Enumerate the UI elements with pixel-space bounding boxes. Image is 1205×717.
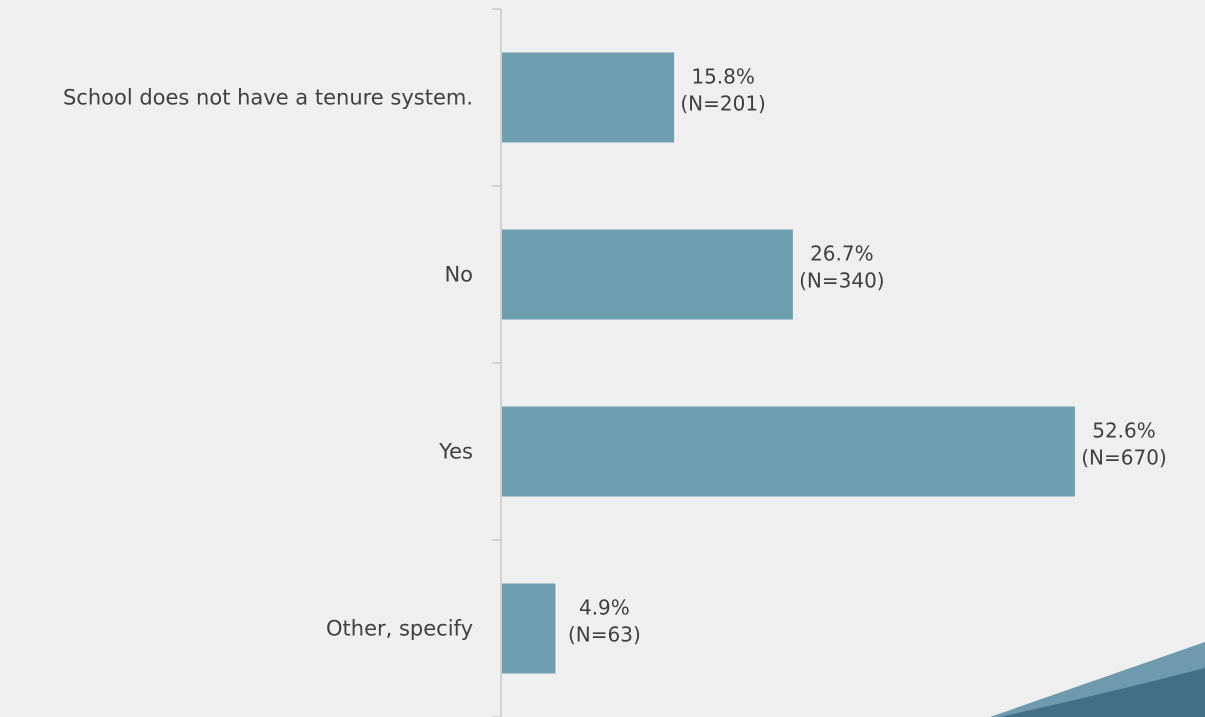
bars xyxy=(502,52,1075,674)
data-label: 26.7% xyxy=(810,242,874,266)
data-label: 15.8% xyxy=(691,65,755,89)
corner-decoration xyxy=(990,642,1205,717)
data-labels: 15.8% (N=201) 26.7% (N=340) 52.6% (N=670) 4.9%… xyxy=(568,65,1167,647)
corner-accent-dark xyxy=(1000,668,1205,717)
data-label: (N=670) xyxy=(1081,446,1167,470)
data-label: 52.6% xyxy=(1092,419,1156,443)
category-labels: School does not have a tenure system. No Y… xyxy=(63,86,473,641)
category-axis xyxy=(492,8,502,717)
data-label: (N=63) xyxy=(568,623,641,647)
bar xyxy=(502,52,675,143)
category-label: Yes xyxy=(438,440,473,464)
bar xyxy=(502,406,1075,497)
category-label: Other, specify xyxy=(326,617,473,641)
category-label: School does not have a tenure system. xyxy=(63,86,473,110)
category-label: No xyxy=(444,263,473,287)
bar xyxy=(502,229,793,320)
bar xyxy=(502,583,556,674)
data-label: 4.9% xyxy=(579,596,630,620)
data-label: (N=201) xyxy=(680,92,766,116)
data-label: (N=340) xyxy=(799,269,885,293)
